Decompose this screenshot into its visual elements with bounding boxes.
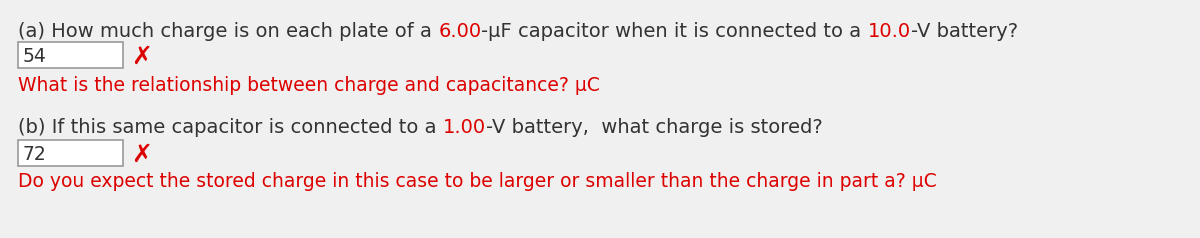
Text: 1.00: 1.00 [443, 118, 486, 137]
Text: Do you expect the stored charge in this case to be larger or smaller than the ch: Do you expect the stored charge in this … [18, 172, 937, 191]
Text: What is the relationship between charge and capacitance? μC: What is the relationship between charge … [18, 76, 600, 95]
Text: -V battery?: -V battery? [911, 22, 1018, 41]
Text: (a) How much charge is on each plate of a: (a) How much charge is on each plate of … [18, 22, 438, 41]
Text: 72: 72 [23, 145, 47, 164]
FancyBboxPatch shape [18, 140, 122, 166]
Text: -V battery,  what charge is stored?: -V battery, what charge is stored? [486, 118, 823, 137]
Text: 54: 54 [23, 47, 47, 66]
Text: 6.00: 6.00 [438, 22, 481, 41]
Text: ✗: ✗ [131, 143, 152, 167]
Text: -μF capacitor when it is connected to a: -μF capacitor when it is connected to a [481, 22, 868, 41]
FancyBboxPatch shape [18, 42, 122, 68]
Text: (b) If this same capacitor is connected to a: (b) If this same capacitor is connected … [18, 118, 443, 137]
Text: 10.0: 10.0 [868, 22, 911, 41]
Text: ✗: ✗ [131, 45, 152, 69]
